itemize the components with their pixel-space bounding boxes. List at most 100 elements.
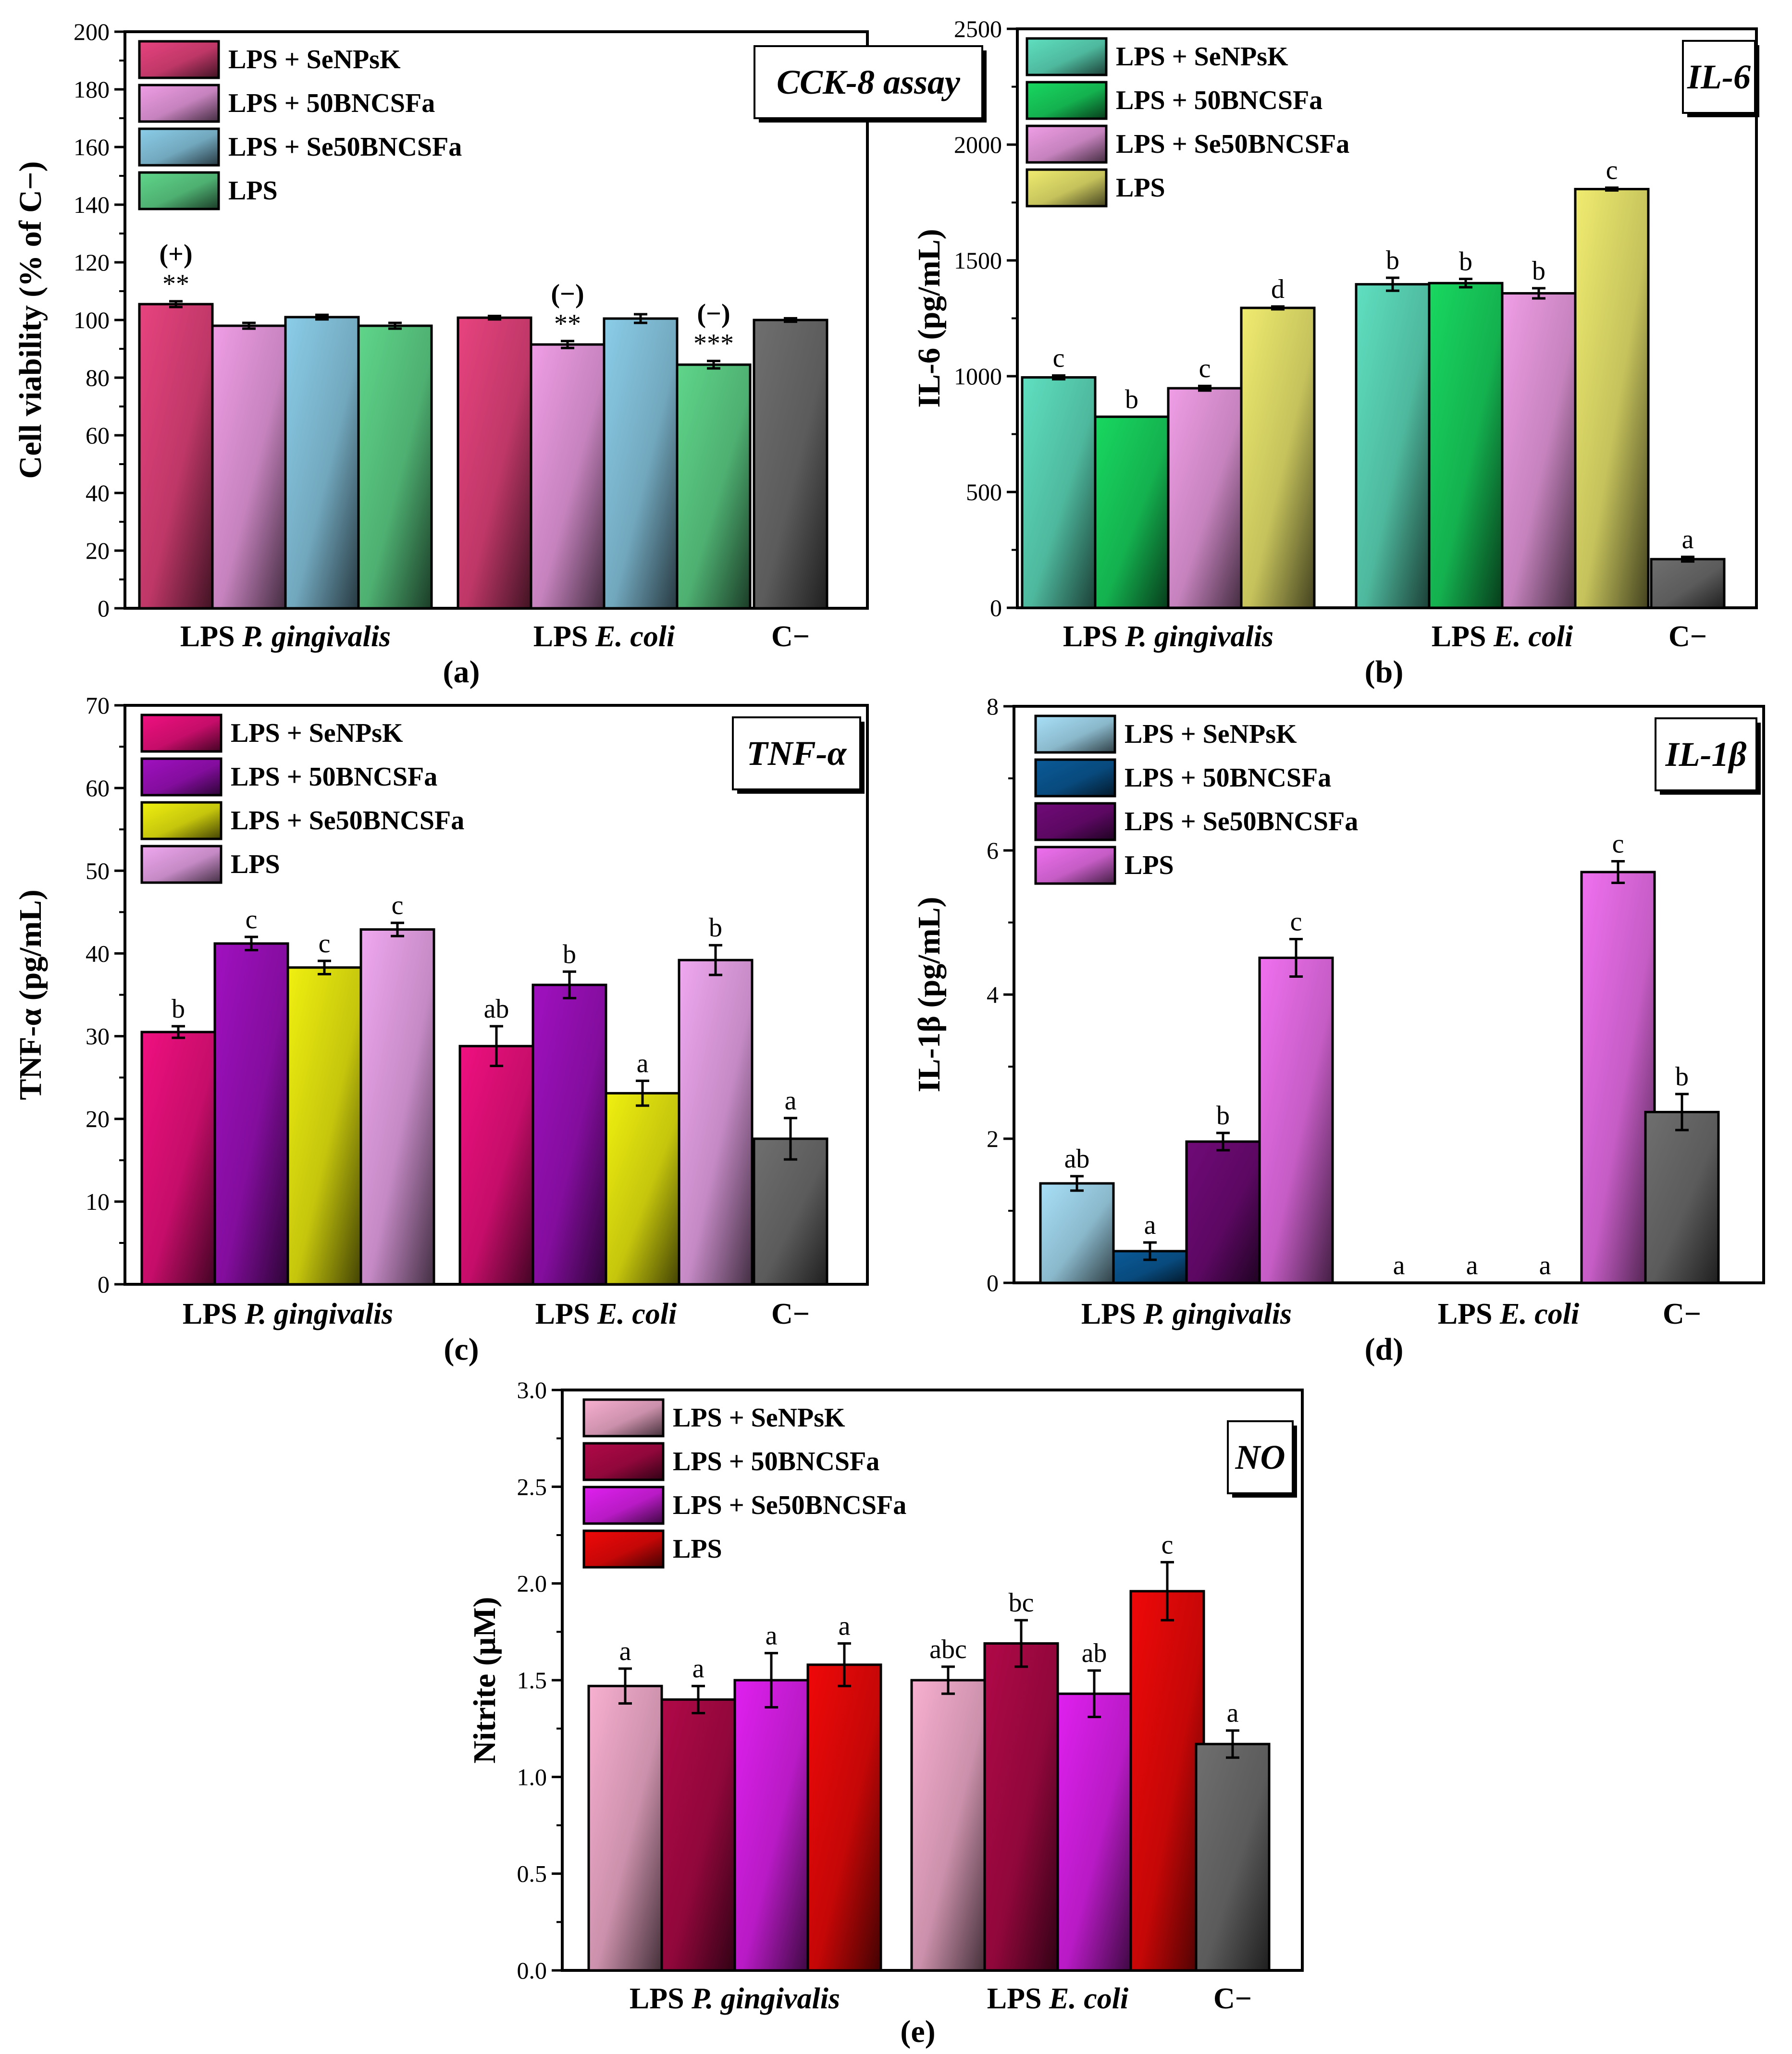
bar <box>1021 376 1097 609</box>
significance-label: c <box>246 905 258 935</box>
bar <box>1580 871 1656 1284</box>
legend-swatch <box>582 1398 665 1438</box>
significance-label: a <box>839 1611 851 1641</box>
bar <box>284 316 360 610</box>
y-axis-label: IL-6 (pg/mL) <box>912 229 947 407</box>
legend-label: LPS <box>1125 850 1174 880</box>
bar <box>753 319 828 610</box>
y-tick-label: 2 <box>987 1125 999 1152</box>
y-tick-label: 0 <box>987 1269 999 1296</box>
y-tick-label: 1.5 <box>517 1667 547 1694</box>
legend-swatch <box>1026 37 1108 76</box>
significance-label: c <box>1606 156 1618 185</box>
y-tick-label: 120 <box>74 249 110 276</box>
y-tick-label: 60 <box>86 422 110 449</box>
bar <box>806 1663 882 1972</box>
significance-label: b <box>1125 384 1138 414</box>
legend-swatch <box>138 84 220 123</box>
significance-label: d <box>1271 274 1285 304</box>
bar <box>457 316 532 610</box>
bar <box>676 363 752 610</box>
bar <box>1428 282 1504 609</box>
legend-swatch <box>582 1486 665 1525</box>
significance-label: a <box>692 1654 704 1684</box>
significance-label: ab <box>484 994 509 1024</box>
y-axis-label: TNF-α (pg/mL) <box>13 889 48 1100</box>
significance-label: ** <box>554 309 581 339</box>
bar <box>587 1685 663 1972</box>
bar <box>753 1137 828 1286</box>
legend-label: LPS + SeNPsK <box>1116 42 1288 72</box>
legend-swatch <box>1026 124 1108 164</box>
y-tick-label: 100 <box>74 307 110 333</box>
legend-label: LPS + Se50BNCSFa <box>231 806 464 836</box>
y-tick-label: 70 <box>86 692 110 719</box>
legend-label: LPS + Se50BNCSFa <box>1116 129 1349 159</box>
legend-label: LPS + Se50BNCSFa <box>1125 807 1358 836</box>
significance-label: a <box>1144 1210 1156 1240</box>
category-label: LPS E. coli <box>533 620 675 653</box>
y-tick-label: 2.5 <box>517 1473 547 1500</box>
category-label: LPS E. coli <box>535 1298 677 1330</box>
significance-label: a <box>766 1621 778 1651</box>
legend-label: LPS + 50BNCSFa <box>1116 86 1322 115</box>
y-tick-label: 20 <box>86 1106 110 1132</box>
significance-label: a <box>1227 1698 1239 1728</box>
y-tick-label: 0 <box>98 595 110 622</box>
category-label: C− <box>1213 1982 1252 2015</box>
bar <box>1240 307 1316 609</box>
legend-swatch <box>1034 714 1116 754</box>
legend-swatch <box>582 1442 665 1481</box>
legend-label: LPS <box>673 1534 722 1564</box>
legend-label: LPS + 50BNCSFa <box>673 1447 879 1476</box>
significance-label: a <box>1682 525 1694 554</box>
y-axis-label: Nitrite (μM) <box>467 1597 502 1763</box>
y-tick-label: 8 <box>987 693 999 720</box>
significance-label: a <box>1393 1251 1405 1280</box>
significance-label: a <box>1539 1251 1551 1280</box>
significance-label: b <box>1216 1101 1230 1131</box>
bar <box>910 1679 986 1972</box>
bar <box>357 324 433 610</box>
panel-label: (e) <box>900 2014 935 2049</box>
legend-label: LPS + SeNPsK <box>231 718 403 748</box>
y-tick-label: 4 <box>987 981 999 1008</box>
y-tick-label: 2.0 <box>517 1570 547 1597</box>
y-tick-label: 180 <box>74 76 110 103</box>
significance-label: c <box>319 929 331 959</box>
bar <box>1258 957 1334 1284</box>
chart-title: CCK-8 assay <box>777 63 961 101</box>
category-label: LPS P. gingivalis <box>630 1982 840 2015</box>
title-box <box>1227 1420 1294 1494</box>
bar <box>359 928 435 1286</box>
title-box <box>1682 40 1756 114</box>
bar <box>286 966 362 1286</box>
significance-label: c <box>1612 829 1624 859</box>
chart-title: IL-6 <box>1687 58 1751 96</box>
panel-label: (c) <box>444 1332 479 1367</box>
title-box <box>754 45 983 119</box>
bar <box>211 324 287 610</box>
category-label: LPS P. gingivalis <box>1063 620 1273 653</box>
significance-label: b <box>709 913 722 943</box>
significance-label: c <box>1053 344 1065 373</box>
y-axis-label: IL-1β (pg/mL) <box>912 897 947 1093</box>
legend-swatch <box>140 845 222 884</box>
y-tick-label: 140 <box>74 191 110 218</box>
legend-label: LPS + 50BNCSFa <box>231 762 437 792</box>
legend-label: LPS + 50BNCSFa <box>228 88 435 118</box>
panel-label: (a) <box>443 654 480 689</box>
chart-panel-0: 0 20 40 60 80 100 120 140 160 180 200 Cell viabilit… <box>13 18 987 689</box>
chart-panel-1: 0 500 1000 1500 2000 2500 IL-6 (pg/mL) c b c d LPS … <box>912 15 1759 689</box>
bar <box>1094 415 1170 609</box>
chart-panel-4: 0.0 0.5 1.0 1.5 2.0 2.5 3.0 Nitrite (μM) a a a a LPS… <box>467 1377 1304 2049</box>
effect-sign-label: (−) <box>697 299 730 329</box>
bar <box>678 959 754 1286</box>
chart-title: IL-1β <box>1665 735 1747 774</box>
bar <box>1056 1692 1132 1972</box>
y-tick-label: 200 <box>74 18 110 45</box>
title-box <box>732 716 861 790</box>
category-label: LPS E. coli <box>1438 1298 1580 1330</box>
y-tick-label: 2000 <box>954 131 1002 158</box>
